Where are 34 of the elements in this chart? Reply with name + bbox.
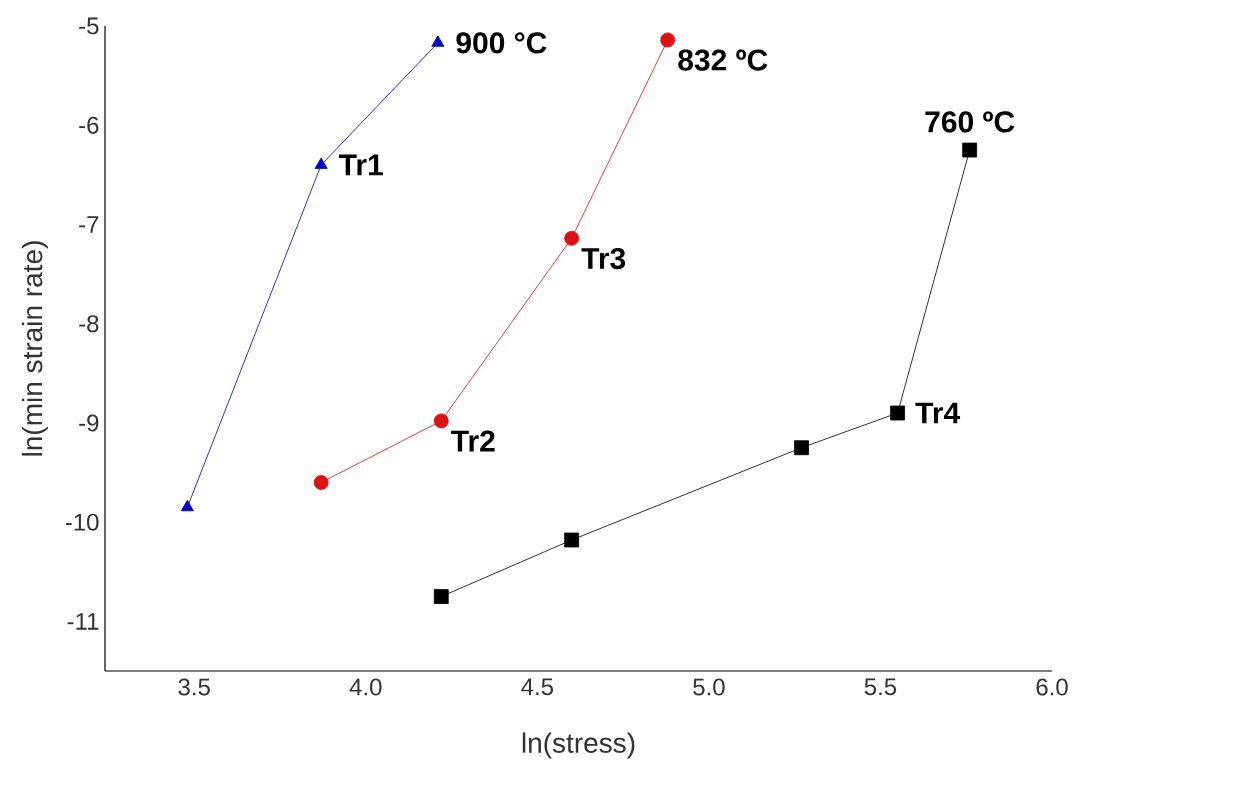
point: [180, 499, 194, 512]
y-tick-label: -10: [65, 513, 99, 531]
y-tick-label: -7: [79, 216, 99, 233]
y-tick-label: -11: [67, 613, 99, 630]
point: [962, 142, 978, 158]
point: [564, 230, 580, 246]
point: [794, 440, 809, 456]
point: [890, 405, 906, 421]
x-axis-title: ln(stress): [522, 732, 635, 759]
x-tick-label: 4.5: [521, 678, 554, 696]
point: [564, 532, 580, 548]
point: [313, 475, 329, 490]
point: [431, 35, 445, 47]
point: [660, 32, 676, 48]
y-tick-label: -6: [79, 116, 99, 134]
annotation: Tr1: [339, 154, 383, 176]
annotation: 832 ºC: [678, 49, 768, 71]
x-tick-label: 3.5: [178, 678, 210, 696]
y-tick-label: -5: [79, 17, 99, 35]
x-tick-label: 5.0: [693, 678, 725, 696]
annotation: 760 ºC: [925, 111, 1015, 133]
x-tick-label: 5.5: [864, 678, 897, 696]
annotation: Tr3: [581, 247, 626, 270]
point: [433, 589, 449, 604]
y-axis-title: ln(min strain rate): [21, 241, 48, 456]
y-tick-label: -8: [79, 315, 99, 333]
x-tick-label: 4.0: [349, 678, 382, 696]
point: [314, 157, 328, 169]
y-tick-label: -9: [79, 414, 99, 432]
x-tick-label: 6.0: [1036, 678, 1068, 696]
annotation: Tr2: [451, 430, 495, 452]
point: [433, 413, 449, 429]
annotation: 900 °C: [456, 32, 547, 54]
annotation: Tr4: [915, 402, 961, 424]
